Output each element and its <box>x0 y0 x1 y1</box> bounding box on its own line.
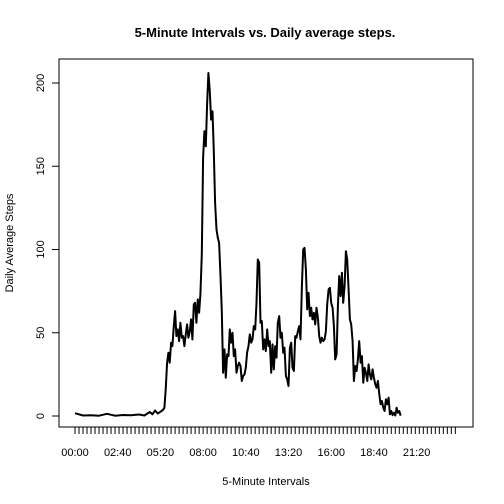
y-tick-label: 0 <box>35 413 47 419</box>
x-tick-label: 10:40 <box>232 447 260 459</box>
x-tick-label: 08:00 <box>189 447 217 459</box>
x-tick-label: 18:40 <box>360 447 388 459</box>
x-tick-label: 00:00 <box>61 447 89 459</box>
chart-title: 5-Minute Intervals vs. Daily average ste… <box>135 25 396 40</box>
y-axis: 0 50 100 150 200 <box>35 74 60 419</box>
x-tick-label: 13:20 <box>275 447 303 459</box>
y-tick-label: 200 <box>35 74 47 92</box>
x-axis: 00:00 02:40 05:20 08:00 10:40 13:20 16:00 18:40… <box>61 426 458 459</box>
y-tick-label: 50 <box>35 327 47 339</box>
y-axis-label: Daily Average Steps <box>4 193 16 292</box>
x-tick-label: 05:20 <box>147 447 175 459</box>
y-tick-label: 150 <box>35 157 47 175</box>
y-tick-label: 100 <box>35 240 47 258</box>
x-axis-label: 5-Minute Intervals <box>222 476 310 488</box>
x-tick-label: 16:00 <box>317 447 345 459</box>
x-tick-label: 02:40 <box>104 447 132 459</box>
series-line <box>74 72 402 417</box>
plot-frame <box>58 58 474 428</box>
x-tick-label: 21:20 <box>403 447 431 459</box>
